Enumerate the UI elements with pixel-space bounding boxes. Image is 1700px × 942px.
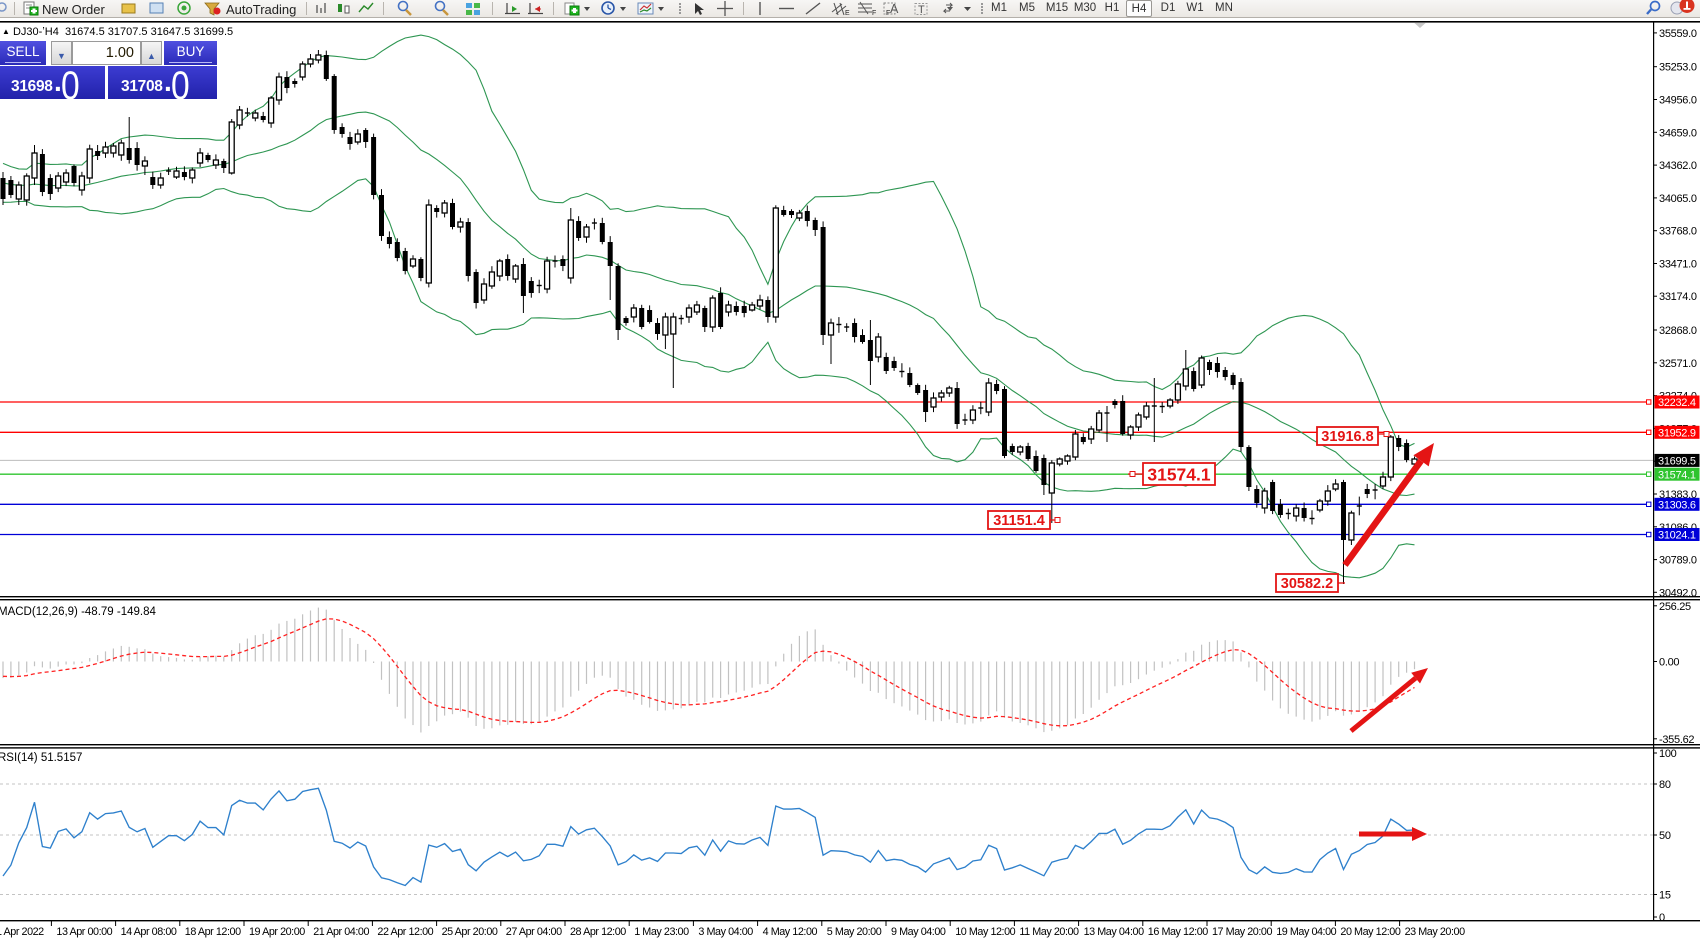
svg-text:30582.2: 30582.2 <box>1281 576 1333 592</box>
svg-text:F: F <box>872 10 876 17</box>
svg-text:34659.0: 34659.0 <box>1659 127 1697 139</box>
svg-text:15: 15 <box>1659 890 1671 902</box>
svg-text:33174.0: 33174.0 <box>1659 291 1697 303</box>
svg-text:28 Apr 12:00: 28 Apr 12:00 <box>570 926 626 938</box>
svg-text:35253.0: 35253.0 <box>1659 62 1697 74</box>
svg-text:31699.5: 31699.5 <box>1658 456 1696 468</box>
svg-text:0.00: 0.00 <box>1659 657 1679 669</box>
svg-text:31916.8: 31916.8 <box>1321 429 1373 445</box>
svg-text:30789.0: 30789.0 <box>1659 555 1697 567</box>
svg-text:256.25: 256.25 <box>1659 601 1691 613</box>
svg-text:31952.9: 31952.9 <box>1658 428 1696 440</box>
svg-text:31303.6: 31303.6 <box>1658 500 1696 512</box>
svg-text:16 May 12:00: 16 May 12:00 <box>1148 926 1208 938</box>
svg-text:-355.62: -355.62 <box>1659 734 1694 746</box>
svg-text:9 May 04:00: 9 May 04:00 <box>891 926 946 938</box>
svg-text:22 Apr 12:00: 22 Apr 12:00 <box>377 926 433 938</box>
svg-text:0: 0 <box>1659 912 1665 924</box>
svg-text:10 May 12:00: 10 May 12:00 <box>955 926 1015 938</box>
svg-text:32868.0: 32868.0 <box>1659 325 1697 337</box>
svg-text:34065.0: 34065.0 <box>1659 193 1697 205</box>
svg-text:20 May 12:00: 20 May 12:00 <box>1340 926 1400 938</box>
svg-text:34362.0: 34362.0 <box>1659 160 1697 172</box>
svg-text:31574.1: 31574.1 <box>1147 464 1211 484</box>
svg-text:1 Apr 2022: 1 Apr 2022 <box>0 926 44 938</box>
svg-text:T: T <box>918 4 925 16</box>
svg-text:F: F <box>886 10 890 17</box>
svg-text:32232.4: 32232.4 <box>1658 397 1696 409</box>
svg-text:13 Apr 00:00: 13 Apr 00:00 <box>56 926 112 938</box>
svg-text:14 Apr 08:00: 14 Apr 08:00 <box>121 926 177 938</box>
svg-text:30492.0: 30492.0 <box>1659 587 1697 599</box>
svg-text:80: 80 <box>1659 779 1671 791</box>
svg-text:19 May 04:00: 19 May 04:00 <box>1276 926 1336 938</box>
svg-text:17 May 20:00: 17 May 20:00 <box>1212 926 1272 938</box>
svg-text:23 May 20:00: 23 May 20:00 <box>1405 926 1465 938</box>
svg-text:33768.0: 33768.0 <box>1659 226 1697 238</box>
svg-text:4 May 12:00: 4 May 12:00 <box>763 926 818 938</box>
svg-text:34956.0: 34956.0 <box>1659 95 1697 107</box>
svg-text:5 May 20:00: 5 May 20:00 <box>827 926 882 938</box>
svg-text:25 Apr 20:00: 25 Apr 20:00 <box>442 926 498 938</box>
svg-text:32571.0: 32571.0 <box>1659 358 1697 370</box>
svg-text:21 Apr 04:00: 21 Apr 04:00 <box>313 926 369 938</box>
svg-text:33471.0: 33471.0 <box>1659 259 1697 271</box>
svg-text:E: E <box>845 10 850 17</box>
svg-text:13 May 04:00: 13 May 04:00 <box>1084 926 1144 938</box>
svg-text:18 Apr 12:00: 18 Apr 12:00 <box>185 926 241 938</box>
svg-text:1 May 23:00: 1 May 23:00 <box>634 926 689 938</box>
svg-text:27 Apr 04:00: 27 Apr 04:00 <box>506 926 562 938</box>
svg-text:35559.0: 35559.0 <box>1659 28 1697 40</box>
svg-text:3 May 04:00: 3 May 04:00 <box>698 926 753 938</box>
svg-text:RSI(14) 51.5157: RSI(14) 51.5157 <box>0 752 82 764</box>
svg-text:19 Apr 20:00: 19 Apr 20:00 <box>249 926 305 938</box>
svg-text:31151.4: 31151.4 <box>993 513 1045 529</box>
svg-text:50: 50 <box>1659 830 1671 842</box>
svg-text:A: A <box>890 2 899 16</box>
svg-text:MACD(12,26,9) -48.79 -149.84: MACD(12,26,9) -48.79 -149.84 <box>0 606 156 618</box>
svg-text:31574.1: 31574.1 <box>1658 469 1696 481</box>
svg-text:31024.1: 31024.1 <box>1658 530 1696 542</box>
svg-text:100: 100 <box>1659 748 1677 760</box>
svg-text:11 May 20:00: 11 May 20:00 <box>1019 926 1079 938</box>
